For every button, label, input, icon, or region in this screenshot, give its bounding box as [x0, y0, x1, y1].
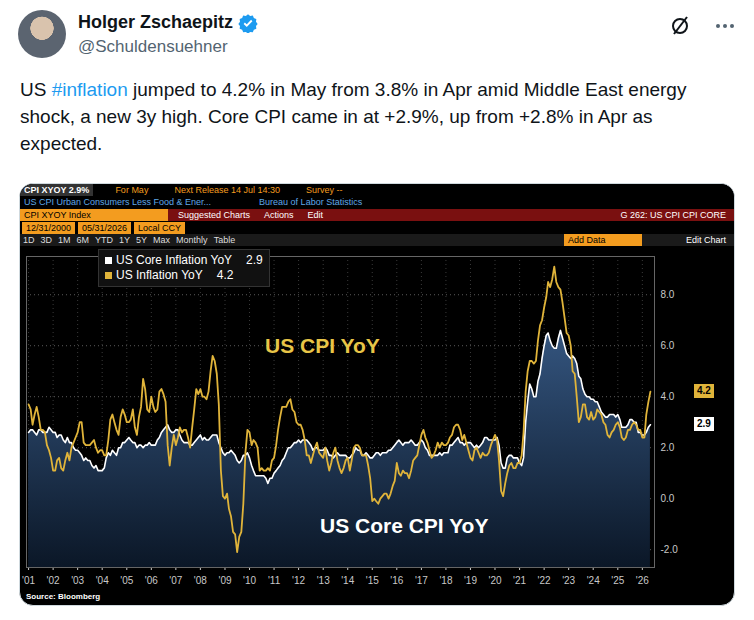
html-text:12/31/2000: 12/31/2000 — [26, 223, 71, 233]
svg-text:'06: '06 — [145, 575, 158, 586]
html-text:2.9: 2.9 — [246, 253, 263, 267]
svg-text:'14: '14 — [341, 575, 354, 586]
html-text:Add Data: Add Data — [568, 235, 606, 245]
html-text:Survey --: Survey -- — [306, 185, 343, 195]
svg-text:'22: '22 — [538, 575, 551, 586]
svg-text:'18: '18 — [439, 575, 452, 586]
svg-text:'15: '15 — [366, 575, 379, 586]
svg-text:'16: '16 — [390, 575, 403, 586]
html-text:Bureau of Labor Statistics: Bureau of Labor Statistics — [259, 197, 363, 207]
svg-text:4.0: 4.0 — [661, 391, 675, 402]
svg-text:'11: '11 — [268, 575, 281, 586]
html-text:Max: Max — [153, 235, 171, 245]
html-text:US CPI Urban Consumers Less Fo: US CPI Urban Consumers Less Food & Ener.… — [24, 197, 212, 207]
html-text:1D: 1D — [23, 235, 35, 245]
html-text:G 262: US CPI CPI CORE: G 262: US CPI CPI CORE — [620, 210, 726, 220]
svg-text:8.0: 8.0 — [661, 289, 675, 300]
svg-text:'19: '19 — [464, 575, 477, 586]
svg-text:'05: '05 — [120, 575, 133, 586]
svg-text:'23: '23 — [562, 575, 575, 586]
html-text:Actions: Actions — [264, 210, 294, 220]
svg-text:'02: '02 — [47, 575, 60, 586]
html-text:Local CCY: Local CCY — [138, 223, 182, 233]
html-text:05/31/2026: 05/31/2026 — [82, 223, 128, 233]
html-text:Source: Bloomberg: Source: Bloomberg — [26, 592, 101, 601]
svg-text:'04: '04 — [96, 575, 109, 586]
svg-text:'17: '17 — [415, 575, 428, 586]
svg-text:-2.0: -2.0 — [661, 544, 679, 555]
html-text:Monthly: Monthly — [176, 235, 208, 245]
svg-text:'13: '13 — [317, 575, 330, 586]
html-text:For May: For May — [115, 185, 149, 195]
svg-text:'08: '08 — [194, 575, 207, 586]
svg-text:'07: '07 — [169, 575, 182, 586]
html-text:US #inflation jumped to 4.2% i: US #inflation jumped to 4.2% in May from… — [20, 79, 687, 154]
html-text:CPI XYOY 2.9%: CPI XYOY 2.9% — [24, 185, 90, 195]
svg-text:'25: '25 — [611, 575, 624, 586]
svg-text:2.0: 2.0 — [661, 442, 675, 453]
html-text:CPI XYOY Index: CPI XYOY Index — [24, 210, 91, 220]
html-text:Table: Table — [213, 235, 236, 245]
html-text:US CPI YoY: US CPI YoY — [265, 334, 380, 357]
svg-text:'01: '01 — [22, 575, 35, 586]
html-text:6M: 6M — [76, 235, 90, 245]
svg-text:'24: '24 — [587, 575, 600, 586]
html-text:Edit Chart: Edit Chart — [686, 235, 726, 245]
html-text:3D: 3D — [40, 235, 52, 245]
svg-text:'09: '09 — [218, 575, 231, 586]
svg-text:'12: '12 — [292, 575, 305, 586]
svg-text:'26: '26 — [636, 575, 649, 586]
svg-text:'10: '10 — [243, 575, 256, 586]
html-text:US Core CPI YoY: US Core CPI YoY — [320, 514, 489, 537]
html-text:1M: 1M — [58, 235, 71, 245]
svg-text:'21: '21 — [513, 575, 526, 586]
html-text:Suggested Charts: Suggested Charts — [178, 210, 250, 220]
html-text:Holger Zschaepitz: Holger Zschaepitz — [78, 12, 233, 32]
svg-text:0.0: 0.0 — [661, 493, 675, 504]
html-text:Edit: Edit — [307, 210, 324, 220]
html-text:@Schuldensuehner: @Schuldensuehner — [78, 37, 228, 56]
html-text:US Inflation YoY: US Inflation YoY — [116, 268, 203, 282]
html-text:Next Release 14 Jul 14:30: Next Release 14 Jul 14:30 — [174, 185, 280, 195]
html-text:5Y: 5Y — [136, 235, 148, 245]
html-text:US Core Inflation YoY: US Core Inflation YoY — [116, 253, 233, 267]
html-text:4.2: 4.2 — [216, 268, 234, 282]
html-text:1Y: 1Y — [119, 235, 131, 245]
html-text:2.9: 2.9 — [697, 418, 711, 430]
svg-text:'03: '03 — [71, 575, 84, 586]
svg-text:'20: '20 — [488, 575, 501, 586]
html-text:4.2: 4.2 — [697, 385, 711, 397]
svg-text:6.0: 6.0 — [661, 340, 675, 351]
html-text:YTD: YTD — [95, 235, 114, 245]
